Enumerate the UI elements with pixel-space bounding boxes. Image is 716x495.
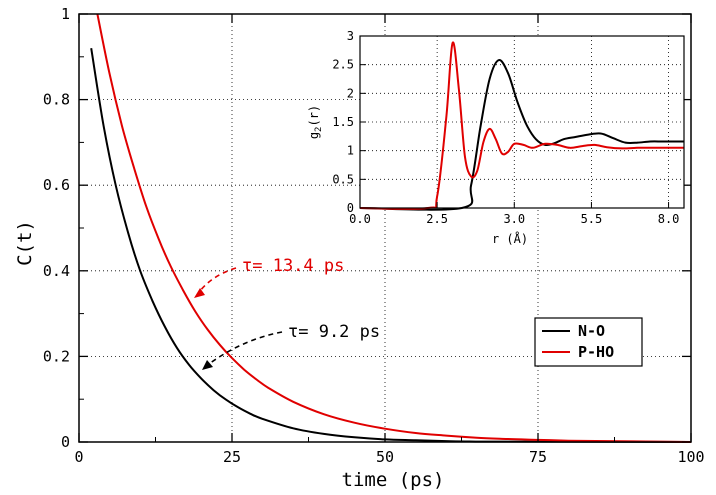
inset-x-tick-label: 3.0 <box>503 212 525 226</box>
inset-y-tick-label: 0 <box>347 201 354 215</box>
inset-curves <box>359 41 684 211</box>
annotation-red-arrow <box>196 267 237 296</box>
legend-box <box>534 317 643 367</box>
inset-x-tick-label: 0.0 <box>349 212 371 226</box>
main-y-tick-label: 0.4 <box>43 262 70 280</box>
main-y-tick-label: 0.8 <box>43 91 70 109</box>
inset-x-axis-title: r (Å) <box>492 231 528 246</box>
main-x-tick-label: 100 <box>677 448 704 466</box>
main-y-axis-title: C(t) <box>14 220 36 266</box>
annotation-black-arrow <box>204 331 283 368</box>
inset-series-p-ho <box>359 41 684 210</box>
annotation-red: τ= 13.4 ps <box>242 256 344 276</box>
inset-grid <box>360 36 684 208</box>
inset-y-axis-title-tail: (r) <box>307 105 321 127</box>
legend: N-O P-HO <box>534 317 643 367</box>
inset-y-tick-label: 1 <box>347 144 354 158</box>
inset: 0.0 2.5 3.0 5.5 8.000.511.522.53 r (Å) g2(r) <box>307 29 685 246</box>
annotation-black: τ= 9.2 ps <box>288 322 380 342</box>
main-grid <box>79 14 691 442</box>
inset-x-tick-label: 2.5 <box>426 212 448 226</box>
inset-ticks: 0.0 2.5 3.0 5.5 8.0 0 0.5 1 1.5 2 2.5 3 <box>332 29 679 226</box>
legend-label-p-ho: P-HO <box>578 343 614 361</box>
main-x-tick-label: 25 <box>223 448 241 466</box>
main-y-tick-label: 0.2 <box>43 347 70 365</box>
inset-y-axis-title: g2(r) <box>307 105 324 139</box>
inset-y-tick-label: 1.5 <box>332 115 354 129</box>
main-curves <box>90 13 692 443</box>
inset-y-axis-title-sub: 2 <box>314 127 324 132</box>
annotation-black-arrowhead <box>202 360 213 370</box>
main-x-tick-label: 0 <box>74 448 83 466</box>
inset-x-tick-label: 8.0 <box>658 212 680 226</box>
main-x-tick-label: 75 <box>529 448 547 466</box>
legend-label-n-o: N-O <box>578 322 605 340</box>
main-y-tick-label: 1 <box>61 5 70 23</box>
inset-y-tick-label: 0.5 <box>332 172 354 186</box>
main-y-tick-label: 0.6 <box>43 176 70 194</box>
main-y-tick-label: 0 <box>61 433 70 451</box>
main-series-p-ho <box>96 13 692 443</box>
inset-y-tick-label: 2 <box>347 86 354 100</box>
main-ticks: 0 25 50 75 100 0 0.2 0.4 0.6 0.8 1 <box>43 5 705 466</box>
inset-y-tick-label: 3 <box>347 29 354 43</box>
main-x-axis-title: time (ps) <box>342 469 445 491</box>
main-series-n-o <box>90 48 692 443</box>
inset-x-tick-label: 5.5 <box>581 212 603 226</box>
inset-y-axis-title-main: g <box>307 132 321 139</box>
inset-background <box>360 36 684 208</box>
main-x-tick-label: 50 <box>376 448 394 466</box>
annotation-red-arrowhead <box>194 288 205 298</box>
inset-y-tick-label: 2.5 <box>332 58 354 72</box>
